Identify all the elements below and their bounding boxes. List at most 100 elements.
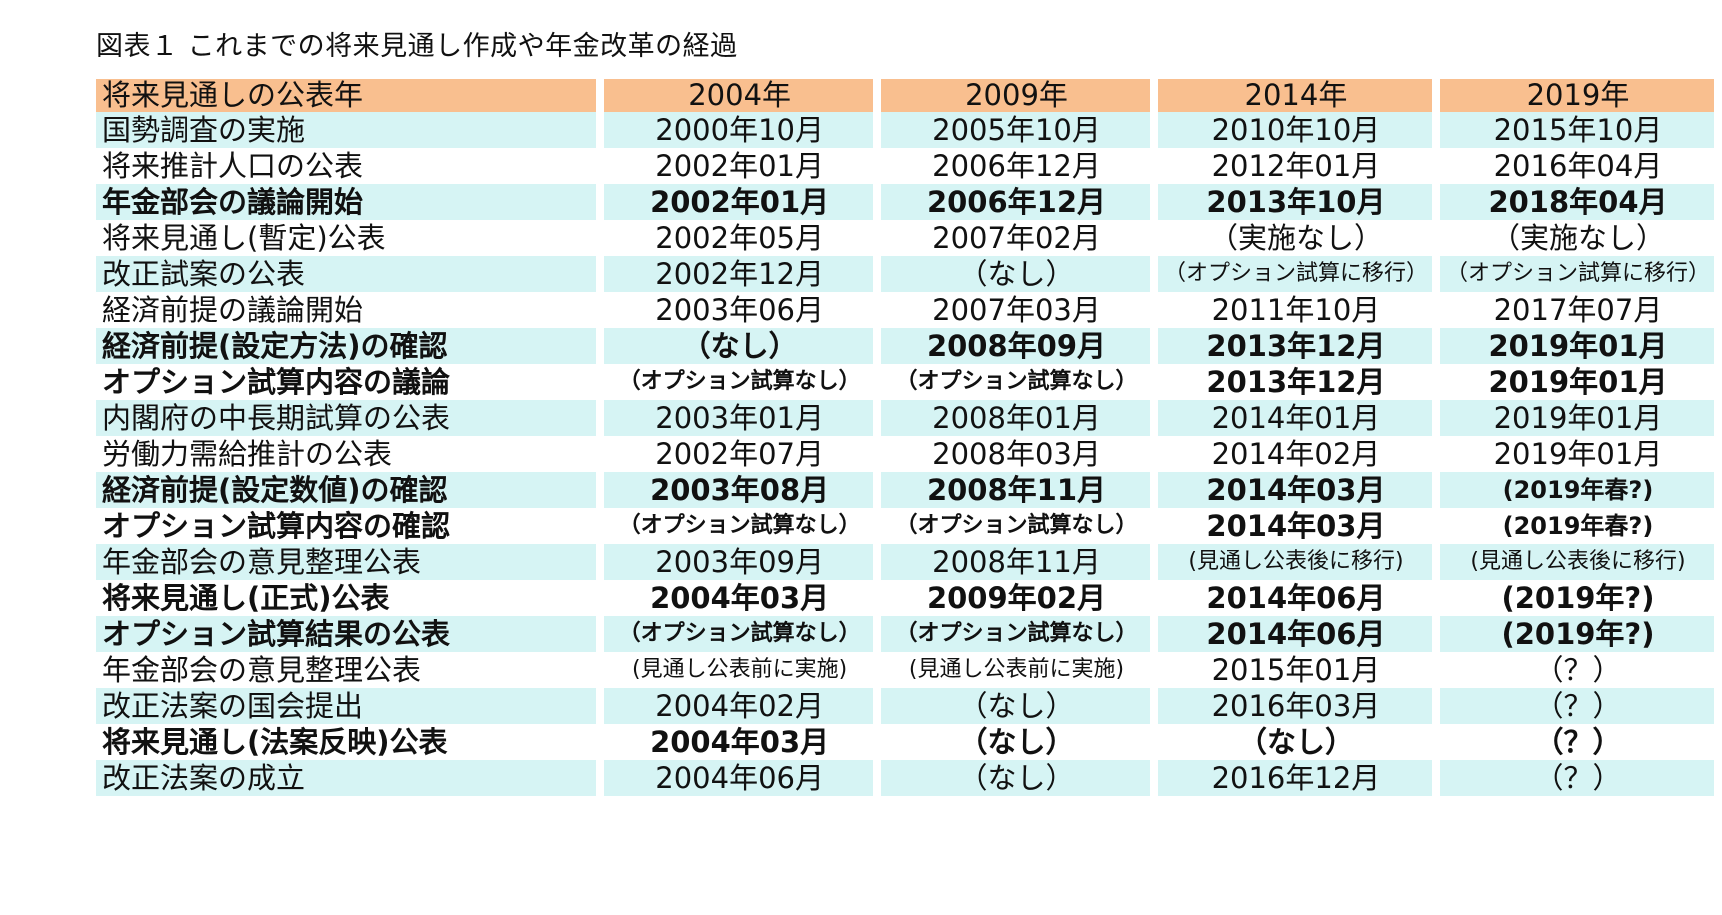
row-value: 2008年03月 [881,436,1150,472]
table-row: 労働力需給推計の公表 2002年07月 2008年03月 2014年02月 2019年0… [96,436,1714,472]
row-value: 2004年06月 [604,760,874,796]
row-value: 2012年01月 [1157,148,1432,184]
row-value: 2010年10月 [1157,112,1432,148]
row-value: 2006年12月 [881,184,1150,220]
table-row: 改正法案の成立 2004年06月 （なし） 2016年12月 （？） [96,760,1714,796]
row-value: 2007年03月 [881,292,1150,328]
row-value: (見通し公表後に移行) [1439,544,1714,580]
row-value: 2014年02月 [1157,436,1432,472]
row-value: 2002年05月 [604,220,874,256]
table-row: 年金部会の意見整理公表 (見通し公表前に実施) (見通し公表前に実施) 2015年01… [96,652,1714,688]
row-value: 2008年11月 [881,472,1150,508]
table-row: 経済前提の議論開始 2003年06月 2007年03月 2011年10月 2017年07… [96,292,1714,328]
table-row: 将来推計人口の公表 2002年01月 2006年12月 2012年01月 2016年04… [96,148,1714,184]
row-value: （オプション試算なし） [881,508,1150,544]
header-year: 2004年 [604,79,874,112]
row-value: 2008年01月 [881,400,1150,436]
row-value: 2011年10月 [1157,292,1432,328]
row-value: 2018年04月 [1439,184,1714,220]
row-value: 2013年12月 [1157,364,1432,400]
row-value: 2007年02月 [881,220,1150,256]
table-row: オプション試算内容の確認 （オプション試算なし） （オプション試算なし） 2014年0… [96,508,1714,544]
row-label: オプション試算内容の確認 [96,508,597,544]
row-value: （オプション試算なし） [604,616,874,652]
row-value: （オプション試算なし） [604,364,874,400]
row-label: 改正試案の公表 [96,256,597,292]
row-label: 改正法案の成立 [96,760,597,796]
row-label: 将来推計人口の公表 [96,148,597,184]
row-value: 2016年03月 [1157,688,1432,724]
row-value: 2008年11月 [881,544,1150,580]
table-row: オプション試算内容の議論 （オプション試算なし） （オプション試算なし） 2013年1… [96,364,1714,400]
row-value: 2019年01月 [1439,400,1714,436]
row-value: (2019年春?) [1439,472,1714,508]
row-value: 2019年01月 [1439,364,1714,400]
row-value: (見通し公表前に実施) [604,652,874,688]
figure-title: 図表１ これまでの将来見通し作成や年金改革の経過 [96,31,738,62]
row-value: （実施なし） [1157,220,1432,256]
row-label: 将来見通し(正式)公表 [96,580,597,616]
row-value: 2017年07月 [1439,292,1714,328]
timeline-table: 将来見通しの公表年 2004年 2009年 2014年 2019年 国勢調査の実… [88,79,1722,796]
row-value: (見通し公表前に実施) [881,652,1150,688]
row-value: 2013年12月 [1157,328,1432,364]
table-row: 改正法案の国会提出 2004年02月 （なし） 2016年03月 （？） [96,688,1714,724]
row-value: （？） [1439,760,1714,796]
table-row: 将来見通し(法案反映)公表 2004年03月 （なし） （なし） （？） [96,724,1714,760]
row-value: 2008年09月 [881,328,1150,364]
row-value: 2014年03月 [1157,472,1432,508]
row-value: 2016年12月 [1157,760,1432,796]
row-value: (2019年春?) [1439,508,1714,544]
row-value: 2003年09月 [604,544,874,580]
row-value: 2003年06月 [604,292,874,328]
row-value: 2004年03月 [604,724,874,760]
row-value: 2016年04月 [1439,148,1714,184]
row-value: 2014年06月 [1157,580,1432,616]
row-value: 2000年10月 [604,112,874,148]
header-year: 2019年 [1439,79,1714,112]
row-value: (見通し公表後に移行) [1157,544,1432,580]
row-value: 2015年10月 [1439,112,1714,148]
row-value: 2014年01月 [1157,400,1432,436]
row-value: 2004年02月 [604,688,874,724]
table-row: 経済前提(設定方法)の確認 （なし） 2008年09月 2013年12月 2019年01… [96,328,1714,364]
table-row: 将来見通し(正式)公表 2004年03月 2009年02月 2014年06月 (2019… [96,580,1714,616]
row-value: （オプション試算なし） [604,508,874,544]
table-row: 年金部会の意見整理公表 2003年09月 2008年11月 (見通し公表後に移行) (見… [96,544,1714,580]
row-label: 年金部会の議論開始 [96,184,597,220]
row-label: 国勢調査の実施 [96,112,597,148]
row-value: 2014年06月 [1157,616,1432,652]
row-value: (2019年?) [1439,616,1714,652]
row-value: （？） [1439,724,1714,760]
row-value: （なし） [881,256,1150,292]
row-value: 2019年01月 [1439,436,1714,472]
header-label: 将来見通しの公表年 [96,79,597,112]
row-value: 2019年01月 [1439,328,1714,364]
row-label: 将来見通し(暫定)公表 [96,220,597,256]
row-value: （オプション試算なし） [881,616,1150,652]
row-label: オプション試算結果の公表 [96,616,597,652]
table-row: 経済前提(設定数値)の確認 2003年08月 2008年11月 2014年03月 (20… [96,472,1714,508]
row-value: （なし） [881,688,1150,724]
row-label: 将来見通し(法案反映)公表 [96,724,597,760]
row-value: 2002年12月 [604,256,874,292]
row-value: 2005年10月 [881,112,1150,148]
table-row: 年金部会の議論開始 2002年01月 2006年12月 2013年10月 2018年04… [96,184,1714,220]
row-value: （？） [1439,652,1714,688]
row-label: 年金部会の意見整理公表 [96,544,597,580]
row-label: 経済前提の議論開始 [96,292,597,328]
table-row: 内閣府の中長期試算の公表 2003年01月 2008年01月 2014年01月 2019… [96,400,1714,436]
row-value: 2002年01月 [604,184,874,220]
row-value: （実施なし） [1439,220,1714,256]
row-value: （オプション試算に移行） [1157,256,1432,292]
row-value: （なし） [1157,724,1432,760]
row-value: 2013年10月 [1157,184,1432,220]
table-row: 国勢調査の実施 2000年10月 2005年10月 2010年10月 2015年10月 [96,112,1714,148]
header-year: 2009年 [881,79,1150,112]
row-label: 年金部会の意見整理公表 [96,652,597,688]
row-value: （？） [1439,688,1714,724]
row-value: 2009年02月 [881,580,1150,616]
row-value: 2002年01月 [604,148,874,184]
row-value: 2014年03月 [1157,508,1432,544]
row-value: (2019年?) [1439,580,1714,616]
